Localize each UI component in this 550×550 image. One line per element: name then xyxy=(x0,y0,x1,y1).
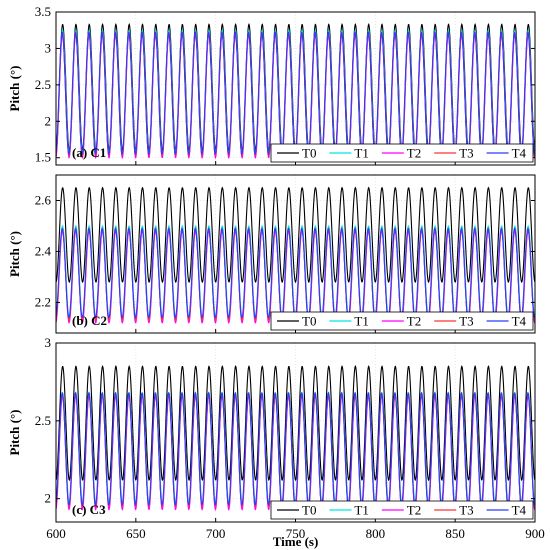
legend-label-t1: T1 xyxy=(354,503,368,518)
y-tick-label: 3 xyxy=(45,335,52,350)
legend-label-t4: T4 xyxy=(512,146,527,161)
legend-label-t3: T3 xyxy=(459,314,473,329)
legend-label-t2: T2 xyxy=(407,146,421,161)
panel-label: (c) C3 xyxy=(72,502,106,517)
x-tick-label: 700 xyxy=(206,526,226,541)
y-tick-label: 1.5 xyxy=(35,150,51,165)
legend-label-t0: T0 xyxy=(302,314,316,329)
legend-label-t2: T2 xyxy=(407,503,421,518)
legend: T0 T1 T2 T3 T4 xyxy=(270,143,534,163)
panel-2: 2.2 2.4 2.6 Pitch (°) (b) C2 T0 T1 T2 T3 T4 xyxy=(7,174,536,334)
legend-label-t4: T4 xyxy=(512,503,527,518)
legend-label-t0: T0 xyxy=(302,146,316,161)
panel-1: 1.5 2 2.5 3 3.5 Pitch (°) (a) C1 T0 T1 T2 T3 T4 xyxy=(7,4,536,166)
y-axis-label: Pitch (°) xyxy=(7,66,22,112)
legend-label-t1: T1 xyxy=(354,314,368,329)
legend: T0 T1 T2 T3 T4 xyxy=(270,500,534,520)
legend: T0 T1 T2 T3 T4 xyxy=(270,311,534,331)
y-tick-label: 2.5 xyxy=(35,413,51,428)
x-axis-label: Time (s) xyxy=(273,534,319,549)
panel-label: (a) C1 xyxy=(72,145,106,160)
x-tick-label: 850 xyxy=(445,526,465,541)
y-tick-label: 2.4 xyxy=(35,243,52,258)
x-tick-label: 900 xyxy=(525,526,545,541)
y-tick-label: 2.6 xyxy=(35,192,52,207)
y-tick-label: 3.5 xyxy=(35,4,51,19)
x-tick-label: 600 xyxy=(46,526,66,541)
y-tick-label: 3 xyxy=(45,40,52,55)
axes-frame xyxy=(55,342,536,523)
x-tick-label: 800 xyxy=(366,526,386,541)
series-line-t0 xyxy=(56,365,535,482)
legend-label-t4: T4 xyxy=(512,314,527,329)
series-line-t0 xyxy=(56,186,535,284)
legend-label-t1: T1 xyxy=(354,146,368,161)
panel-3: 2 2.5 3 600 650 700 750 800 850 900 Pitch (°) Time … xyxy=(7,335,545,549)
y-tick-label: 2 xyxy=(45,113,52,128)
legend-label-t2: T2 xyxy=(407,314,421,329)
y-axis-label: Pitch (°) xyxy=(7,231,22,277)
legend-label-t3: T3 xyxy=(459,503,473,518)
y-axis-label: Pitch (°) xyxy=(7,410,22,456)
panel-label: (b) C2 xyxy=(72,313,107,328)
legend-label-t3: T3 xyxy=(459,146,473,161)
y-tick-label: 2.2 xyxy=(35,294,51,309)
x-tick-label: 650 xyxy=(126,526,146,541)
legend-label-t0: T0 xyxy=(302,503,316,518)
x-tick-label: 750 xyxy=(286,526,306,541)
y-tick-label: 2 xyxy=(45,491,52,506)
y-tick-label: 2.5 xyxy=(35,77,51,92)
